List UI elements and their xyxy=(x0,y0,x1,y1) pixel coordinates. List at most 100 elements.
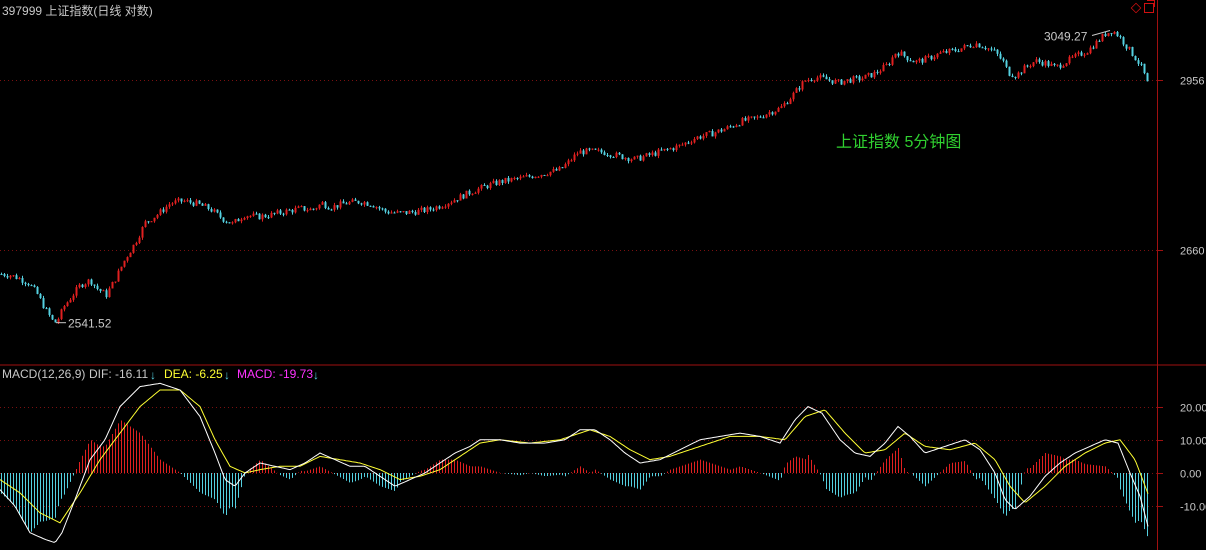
candle-body xyxy=(813,80,816,82)
candle-body xyxy=(606,154,609,156)
candle-body xyxy=(471,193,474,195)
candle-body xyxy=(909,60,912,62)
candle-body xyxy=(648,153,651,155)
candle-body xyxy=(531,176,534,179)
candle-body xyxy=(369,205,372,207)
chart-annotation: 上证指数 5分钟图 xyxy=(836,133,961,151)
candle-body xyxy=(345,203,348,205)
candle-body xyxy=(75,287,78,296)
candle-body xyxy=(963,45,966,49)
candle-body xyxy=(183,200,186,202)
candle-body xyxy=(669,148,672,150)
candle-body xyxy=(807,79,810,81)
candle-body xyxy=(477,188,480,193)
candle-body xyxy=(261,214,264,220)
candle-body xyxy=(504,177,507,183)
candle-body xyxy=(513,177,516,179)
restore-window-icon[interactable] xyxy=(1144,0,1155,13)
candle-body xyxy=(1074,53,1077,57)
candle-body xyxy=(318,204,321,209)
candle-body xyxy=(1035,59,1038,63)
candle-body xyxy=(1020,72,1023,74)
candle-body xyxy=(636,155,639,157)
candle-body xyxy=(1098,40,1101,42)
candle-body xyxy=(1068,56,1071,64)
candle-body xyxy=(33,285,36,287)
macd-tick-label: -10.00 xyxy=(1180,502,1206,514)
candle-body xyxy=(510,178,513,182)
candle-body xyxy=(903,51,906,57)
candle-body xyxy=(474,192,477,194)
candle-body xyxy=(378,207,381,209)
candle-body xyxy=(213,209,216,212)
candle-body xyxy=(729,126,732,128)
candle-body xyxy=(300,206,303,208)
candle-body xyxy=(891,57,894,65)
candle-body xyxy=(99,289,102,291)
candle-body xyxy=(1008,66,1011,76)
candle-body xyxy=(1002,58,1005,61)
candle-body xyxy=(1125,44,1128,49)
stock-code: 397999 xyxy=(2,4,43,18)
candle-body xyxy=(126,257,129,261)
candle-body xyxy=(741,118,744,126)
candle-body xyxy=(615,152,618,158)
candle-body xyxy=(711,131,714,137)
price-tick-label: 2660 xyxy=(1180,246,1204,258)
candle-body xyxy=(255,213,258,215)
candle-body xyxy=(1029,66,1032,68)
candle-body xyxy=(1089,47,1092,54)
candle-body xyxy=(189,200,192,203)
candle-body xyxy=(63,306,66,310)
candle-body xyxy=(1041,61,1044,66)
candle-body xyxy=(1047,61,1050,66)
candle-body xyxy=(39,293,42,299)
candle-body xyxy=(717,129,720,133)
candle-body xyxy=(942,51,945,53)
candle-body xyxy=(348,201,351,205)
candle-body xyxy=(501,180,504,183)
candle-body xyxy=(267,217,270,219)
candle-body xyxy=(870,73,873,78)
candle-body xyxy=(603,152,606,155)
candle-body xyxy=(762,117,765,119)
candle-body xyxy=(123,260,126,267)
down-arrow-icon: ↓ xyxy=(150,368,156,382)
candle-body xyxy=(735,125,738,127)
chart-header: 397999 上证指数(日线 对数) xyxy=(2,2,153,19)
candle-body xyxy=(945,51,948,53)
candle-body xyxy=(456,200,459,202)
candle-body xyxy=(756,116,759,118)
candle-body xyxy=(786,103,789,105)
candle-body xyxy=(54,319,57,323)
candle-body xyxy=(654,152,657,156)
candle-body xyxy=(744,118,747,121)
candle-body xyxy=(900,51,903,56)
candle-body xyxy=(537,176,540,178)
candle-body xyxy=(117,270,120,282)
stock-name: 上证指数(日线 对数) xyxy=(45,4,153,18)
candle-body xyxy=(438,206,441,209)
candle-body xyxy=(927,55,930,57)
candle-body xyxy=(594,148,597,150)
candle-body xyxy=(765,114,768,118)
candle-body xyxy=(1119,36,1122,38)
candle-body xyxy=(366,202,369,206)
candle-body xyxy=(867,73,870,75)
candle-body xyxy=(690,142,693,144)
macd-tick-label: 20.00 xyxy=(1180,403,1206,415)
candle-body xyxy=(192,202,195,206)
candle-body xyxy=(915,60,918,63)
candle-body xyxy=(492,180,495,184)
candle-body xyxy=(558,167,561,171)
candle-body xyxy=(1095,40,1098,49)
dea-line xyxy=(0,389,1149,524)
candle-body xyxy=(678,144,681,146)
candle-body xyxy=(990,48,993,50)
high-label-pointer xyxy=(1091,29,1111,36)
candle-body xyxy=(774,111,777,115)
candle-body xyxy=(129,252,132,258)
candle-body xyxy=(1083,54,1086,56)
